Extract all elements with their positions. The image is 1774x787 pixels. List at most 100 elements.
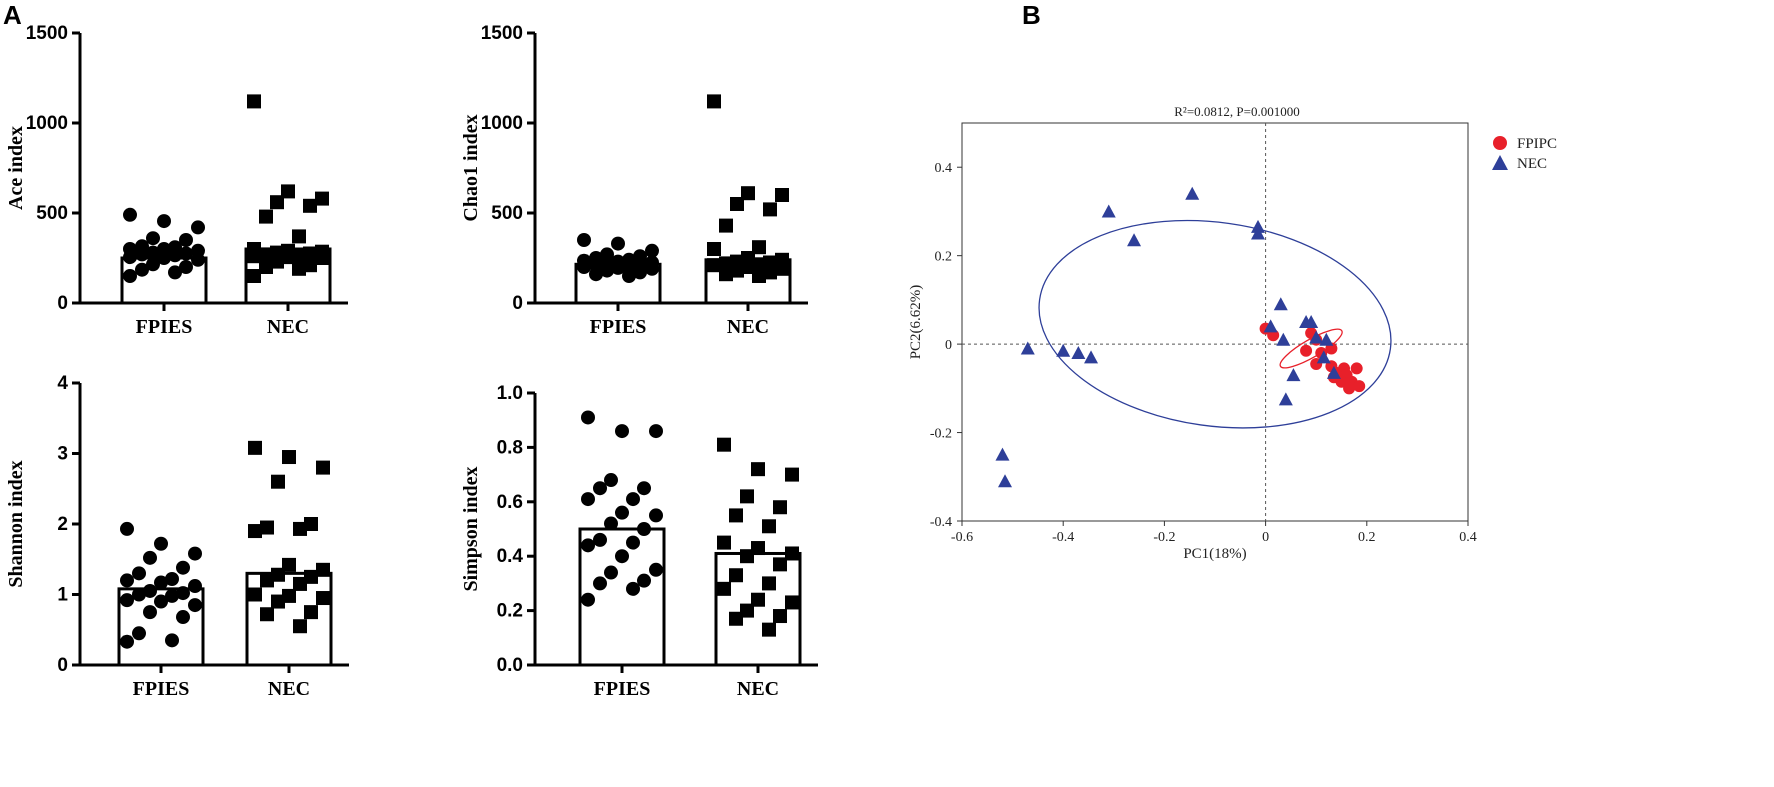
data-point-fpies	[188, 598, 202, 613]
point-fpipc	[1353, 380, 1366, 393]
data-point-fpies	[120, 593, 134, 608]
point-nec	[1326, 365, 1341, 379]
category-label: NEC	[737, 678, 779, 700]
data-point-fpies	[593, 481, 607, 496]
data-point-fpies	[179, 233, 193, 247]
data-point-nec	[248, 587, 262, 602]
y-axis-title: Chao1 index	[460, 114, 482, 221]
data-point-fpies	[165, 633, 179, 648]
y-tick-label: 1000	[26, 113, 68, 134]
data-point-fpies	[637, 573, 651, 588]
y-tick-label: 1	[57, 585, 68, 606]
data-point-nec	[741, 186, 755, 201]
legend-label-nec: NEC	[1517, 156, 1547, 172]
data-point-nec	[259, 260, 273, 274]
category-label: NEC	[267, 316, 309, 338]
data-point-fpies	[157, 251, 171, 265]
data-point-nec	[248, 440, 262, 455]
data-point-fpies	[168, 265, 182, 280]
data-point-nec	[303, 246, 317, 261]
data-point-fpies	[143, 550, 157, 565]
data-point-fpies	[154, 536, 168, 551]
data-point-fpies	[120, 573, 134, 588]
data-point-fpies	[637, 522, 651, 536]
data-point-fpies	[593, 576, 607, 591]
ace-index-chart: 0 500 1000 1500 Ace index FPIES NEC	[5, 23, 348, 338]
data-point-nec	[260, 607, 274, 622]
simpson-index-chart: 0.0 0.2 0.4 0.6 0.8 1.0 Simpson index FPIES NEC	[460, 383, 818, 700]
data-point-fpies	[120, 521, 134, 536]
data-point-fpies	[188, 546, 202, 561]
data-point-nec	[719, 218, 733, 233]
data-point-fpies	[179, 260, 193, 274]
data-point-fpies	[626, 581, 640, 596]
y-axis-title: Simpson index	[460, 466, 482, 591]
point-nec	[1020, 341, 1035, 355]
data-point-fpies	[611, 260, 625, 275]
y-tick-label: 2	[57, 514, 68, 535]
data-point-nec	[775, 261, 789, 276]
data-point-fpies	[188, 579, 202, 594]
shannon-index-chart: 0 1 2 3 4 Shannon index FPIES NEC	[5, 373, 349, 700]
data-point-nec	[260, 520, 274, 535]
data-point-nec	[762, 519, 776, 534]
category-label: NEC	[268, 678, 310, 700]
data-point-fpies	[132, 587, 146, 602]
data-point-nec	[751, 592, 765, 607]
data-point-fpies	[123, 207, 137, 222]
data-point-fpies	[135, 247, 149, 262]
data-point-nec	[315, 251, 329, 265]
y-tick-label: 1500	[26, 23, 68, 44]
data-point-nec	[292, 229, 306, 244]
y-axis-title: Shannon index	[5, 460, 27, 587]
data-point-nec	[785, 467, 799, 482]
data-point-fpies	[604, 473, 618, 488]
data-point-nec	[316, 591, 330, 606]
data-point-fpies	[600, 263, 614, 278]
data-point-nec	[293, 521, 307, 536]
pcoa-scatter-chart: -0.6 -0.4 -0.2 0 0.2 0.4-0.4-0.200.20.4PC1(18…	[908, 104, 1557, 562]
category-label: FPIES	[594, 678, 651, 700]
point-nec	[1251, 226, 1266, 240]
category-label: FPIES	[136, 316, 193, 338]
data-point-nec	[741, 260, 755, 274]
data-point-fpies	[146, 245, 160, 260]
y-tick-label: -0.2	[930, 427, 952, 442]
point-nec	[998, 474, 1013, 488]
data-point-fpies	[626, 535, 640, 550]
data-point-nec	[304, 569, 318, 584]
data-point-nec	[707, 242, 721, 256]
data-point-nec	[751, 462, 765, 477]
data-point-nec	[773, 557, 787, 572]
data-point-fpies	[581, 538, 595, 553]
data-point-nec	[303, 258, 317, 273]
point-nec	[1319, 332, 1334, 346]
data-point-nec	[751, 541, 765, 556]
data-point-nec	[282, 450, 296, 465]
data-point-nec	[729, 508, 743, 523]
data-point-nec	[752, 269, 766, 283]
data-point-nec	[729, 568, 743, 583]
data-point-nec	[259, 209, 273, 224]
data-point-fpies	[637, 481, 651, 496]
point-fpipc	[1343, 382, 1356, 395]
y-tick-label: 1.0	[497, 383, 523, 404]
data-point-nec	[271, 594, 285, 609]
y-tick-label: 4	[57, 373, 68, 394]
y-tick-label: 1000	[481, 113, 523, 134]
data-point-nec	[270, 195, 284, 210]
data-point-fpies	[645, 243, 659, 258]
point-fpipc	[1300, 344, 1313, 357]
x-tick-label: -0.2	[1153, 530, 1175, 545]
data-point-nec	[730, 263, 744, 278]
data-point-nec	[785, 546, 799, 561]
data-point-nec	[293, 619, 307, 634]
y-tick-label: 0	[945, 338, 952, 353]
data-point-nec	[740, 549, 754, 564]
data-point-nec	[247, 269, 261, 283]
data-point-fpies	[581, 492, 595, 507]
y-axis-title: Ace index	[5, 126, 27, 210]
y-tick-label: 0.0	[497, 655, 523, 676]
data-point-fpies	[604, 516, 618, 531]
data-point-nec	[752, 240, 766, 255]
